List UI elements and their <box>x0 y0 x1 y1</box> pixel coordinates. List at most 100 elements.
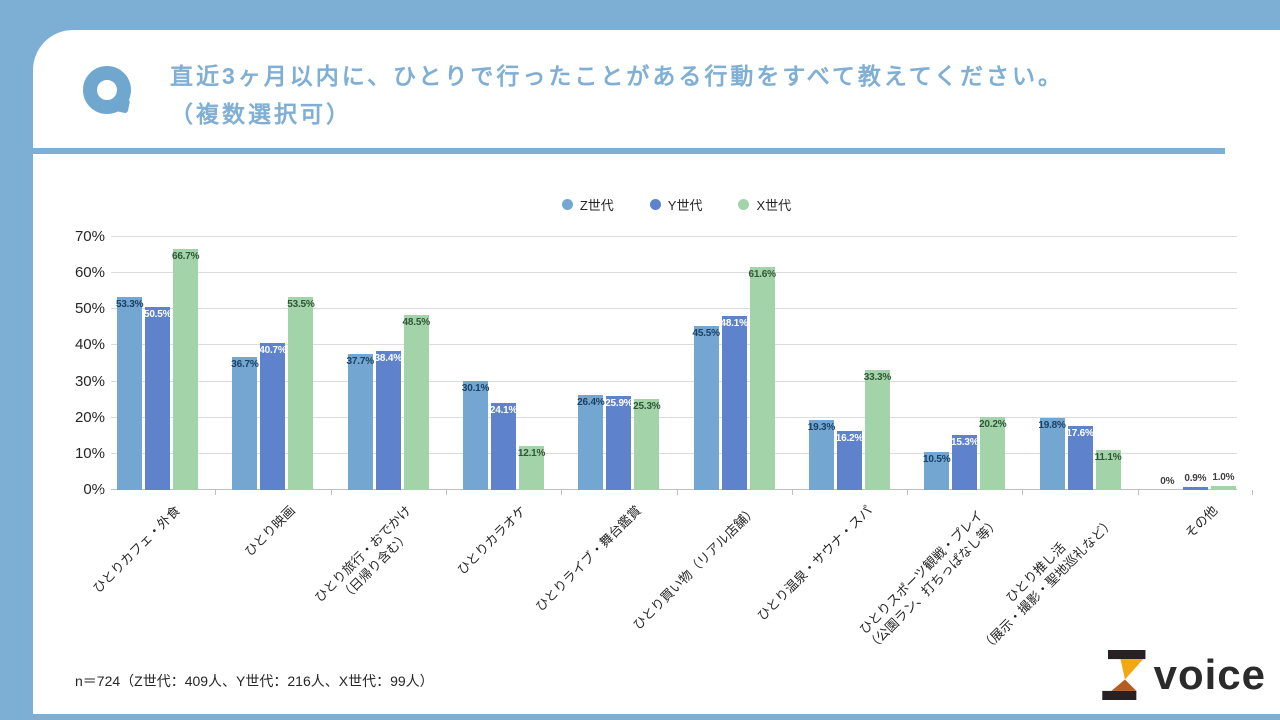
bar: 45.5% <box>692 325 720 490</box>
y-axis-tick-label: 30% <box>74 372 105 390</box>
bar: 10.5% <box>923 452 951 490</box>
bar-value-label: 36.7% <box>231 359 259 371</box>
chart-legend: Z世代 Y世代 X世代 <box>100 195 1253 214</box>
x-axis-label: ひとりカフェ・外食 <box>89 502 183 596</box>
bar-value-label: 10.5% <box>923 454 951 466</box>
bar-value-label: 24.1% <box>489 404 518 416</box>
question-title: 直近3ヶ月以内に、ひとりで行ったことがある行動をすべて教えてください。 （複数選… <box>170 57 1064 133</box>
bar-value-label: 19.3% <box>807 422 836 434</box>
y-axis-tick-label: 40% <box>74 336 105 354</box>
bar-group: 10.5% 15.3% 20.2% <box>907 237 1022 490</box>
bar-value-label: 53.5% <box>287 298 315 310</box>
bar-group: 36.7% 40.7% 53.5% <box>215 237 330 490</box>
legend-item: Z世代 <box>561 195 614 214</box>
x-axis-tick-mark <box>1252 490 1253 495</box>
y-axis-tick-label: 50% <box>74 300 105 318</box>
y-axis-tick-label: 60% <box>74 264 105 282</box>
bar: 53.3% <box>116 297 144 490</box>
legend-item: Y世代 <box>649 195 703 214</box>
y-axis-tick-label: 70% <box>74 228 105 245</box>
bar-group: 26.4% 25.9% 25.3% <box>561 237 676 490</box>
bar: 1.0% <box>1210 472 1236 490</box>
bar-value-label: 19.8% <box>1038 420 1066 432</box>
bar: 36.7% <box>231 357 259 490</box>
x-axis-tick-mark <box>100 490 101 495</box>
y-axis-tick-label: 10% <box>74 444 105 462</box>
legend-label: Z世代 <box>579 198 614 213</box>
bar-value-label: 15.3% <box>951 436 979 448</box>
y-gridline <box>111 272 1237 274</box>
bar: 53.5% <box>287 296 315 490</box>
header-divider <box>33 148 1225 154</box>
bar-group: 53.3% 50.5% 66.7% <box>100 237 215 490</box>
x-axis-tick-mark <box>445 490 447 495</box>
bar-value-label: 61.6% <box>748 269 776 281</box>
bar: 48.5% <box>403 314 430 490</box>
x-axis-tick-mark <box>676 490 678 495</box>
x-axis-label: その他 <box>1182 502 1221 541</box>
question-title-line1: 直近3ヶ月以内に、ひとりで行ったことがある行動をすべて教えてください。 <box>170 63 1065 89</box>
bar-group: 30.1% 24.1% 12.1% <box>446 237 561 490</box>
legend-label: X世代 <box>756 198 792 213</box>
bar-value-label: 1.0% <box>1212 472 1235 484</box>
bar-value-label: 37.7% <box>346 355 375 367</box>
bar: 38.4% <box>374 351 403 490</box>
bar: 37.7% <box>346 353 375 490</box>
bar-value-label: 20.2% <box>979 419 1007 430</box>
x-axis-label: ひとり旅行・おでかけ （日帰り含む） <box>311 502 414 605</box>
x-axis-label: ひとり映画 <box>241 502 299 560</box>
x-axis-label: ひとりカラオケ <box>454 502 529 578</box>
bar: 50.5% <box>144 307 172 490</box>
y-gridline <box>111 308 1237 310</box>
bar-value-label: 25.9% <box>605 398 633 410</box>
bar: 17.6% <box>1066 426 1094 490</box>
bar-value-label: 40.7% <box>259 344 287 356</box>
plot-area: 53.3% 50.5% 66.7% 36.7% 40.7% 53.5% 37.7% 38.4%… <box>100 236 1253 490</box>
bar: 19.8% <box>1038 418 1066 490</box>
bar-value-label: 0% <box>1160 476 1175 487</box>
bar: 61.6% <box>748 267 776 490</box>
x-axis-label: ひとりライブ・舞台鑑賞 <box>532 502 645 615</box>
legend-dot-icon <box>738 199 750 210</box>
question-icon <box>83 66 131 114</box>
legend-dot-icon <box>649 199 661 210</box>
question-title-line2: （複数選択可） <box>170 101 352 127</box>
y-gridline <box>111 236 1237 237</box>
z-logo-icon <box>1101 650 1146 700</box>
bar: 33.3% <box>863 369 892 490</box>
bar-value-label: 30.1% <box>461 383 490 395</box>
legend-dot-icon <box>561 199 573 210</box>
bar-value-label: 38.4% <box>374 353 403 365</box>
bar-value-label: 12.1% <box>517 448 546 460</box>
bar-value-label: 25.3% <box>633 400 661 412</box>
sample-size-note: n＝724（Z世代：409人、Y世代：216人、X世代：99人） <box>75 673 434 689</box>
bar: 25.3% <box>633 398 661 490</box>
bar-group: 37.7% 38.4% 48.5% <box>331 237 446 490</box>
bar-group: 19.3% 16.2% 33.3% <box>792 237 907 490</box>
logo-wordmark: voice <box>1153 651 1266 698</box>
x-axis-line <box>111 489 1237 490</box>
bar-value-label: 17.6% <box>1066 428 1094 440</box>
y-axis-tick-label: 0% <box>83 481 105 498</box>
bar-value-label: 16.2% <box>835 433 864 445</box>
x-axis-tick-mark <box>907 490 909 495</box>
bar: 20.2% <box>979 417 1007 490</box>
x-axis-tick-mark <box>561 490 563 495</box>
bar: 24.1% <box>489 402 518 490</box>
x-axis-label: ひとり温泉・サウナ・スパ <box>754 502 875 624</box>
bar: 66.7% <box>171 248 200 490</box>
legend-label: Y世代 <box>667 198 703 213</box>
content-card: 直近3ヶ月以内に、ひとりで行ったことがある行動をすべて教えてください。 （複数選… <box>33 30 1280 714</box>
y-gridline <box>111 416 1237 418</box>
x-axis-tick-mark <box>1022 490 1024 495</box>
bar-value-label: 26.4% <box>577 396 605 408</box>
bar-group: 19.8% 17.6% 11.1% <box>1022 237 1137 490</box>
bar: 40.7% <box>259 342 287 490</box>
bar-value-label: 66.7% <box>171 250 200 262</box>
bar-value-label: 33.3% <box>863 371 892 383</box>
x-axis-tick-mark <box>330 490 332 495</box>
bar: 25.9% <box>605 396 633 490</box>
x-axis-tick-mark <box>215 490 217 495</box>
x-axis-label: ひとり買い物（リアル店舗） <box>629 502 760 633</box>
y-gridline <box>111 452 1237 454</box>
